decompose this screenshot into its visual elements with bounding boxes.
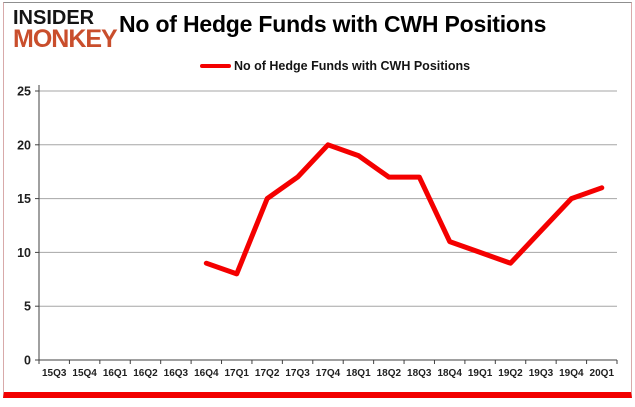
logo-word-monkey: MONKEY: [13, 25, 118, 54]
svg-text:19Q1: 19Q1: [468, 368, 493, 379]
svg-text:16Q2: 16Q2: [133, 368, 158, 379]
svg-text:19Q4: 19Q4: [559, 368, 584, 379]
x-axis-labels: 15Q3 15Q4 16Q1 16Q2 16Q3 16Q4 17Q1 17Q2 17Q3 17Q4…: [42, 368, 614, 379]
svg-text:15Q4: 15Q4: [72, 368, 97, 379]
svg-text:0: 0: [24, 354, 31, 368]
legend-line-swatch: [200, 64, 231, 68]
legend: No of Hedge Funds with CWH Positions: [200, 59, 470, 73]
data-line-series: [203, 142, 605, 277]
line-chart: 0 5 10 15 20 25 15Q3 15Q4 16Q1 16Q2 16Q3 16Q4 17Q1 17…: [17, 85, 618, 379]
svg-text:18Q4: 18Q4: [437, 368, 462, 379]
svg-text:16Q4: 16Q4: [194, 368, 219, 379]
svg-text:18Q3: 18Q3: [407, 368, 432, 379]
legend-label: No of Hedge Funds with CWH Positions: [234, 59, 471, 73]
svg-text:5: 5: [24, 300, 31, 314]
chart-title: No of Hedge Funds with CWH Positions: [119, 11, 547, 37]
insider-monkey-logo: INSIDER MONKEY: [13, 7, 118, 54]
svg-text:20Q1: 20Q1: [590, 368, 615, 379]
svg-text:18Q1: 18Q1: [346, 368, 371, 379]
logo-word-insider: INSIDER: [13, 7, 95, 29]
svg-text:15: 15: [17, 192, 31, 206]
chart-card: INSIDER MONKEY No of Hedge Funds with CW…: [3, 2, 632, 398]
svg-text:10: 10: [17, 246, 31, 260]
svg-text:16Q1: 16Q1: [103, 368, 128, 379]
svg-text:20: 20: [17, 138, 31, 152]
svg-text:19Q3: 19Q3: [529, 368, 554, 379]
svg-text:19Q2: 19Q2: [498, 368, 523, 379]
svg-text:16Q3: 16Q3: [164, 368, 189, 379]
svg-text:15Q3: 15Q3: [42, 368, 67, 379]
svg-text:18Q2: 18Q2: [377, 368, 402, 379]
svg-text:17Q4: 17Q4: [316, 368, 341, 379]
svg-text:17Q1: 17Q1: [225, 368, 250, 379]
svg-text:17Q3: 17Q3: [285, 368, 310, 379]
y-gridlines: [39, 90, 617, 307]
svg-text:25: 25: [17, 85, 31, 99]
svg-text:17Q2: 17Q2: [255, 368, 280, 379]
axes: [35, 85, 618, 364]
y-axis-labels: 0 5 10 15 20 25: [17, 85, 31, 368]
